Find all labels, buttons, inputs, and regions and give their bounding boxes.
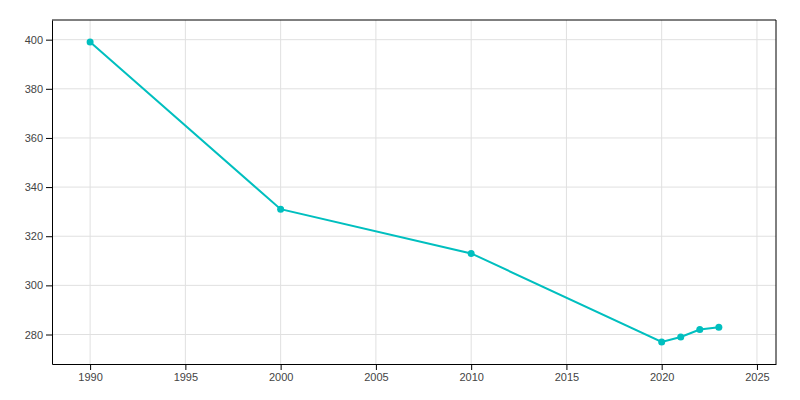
plot-area: 1990 1995 2000 2005 2010 2015 2020 2025 280 300 32… — [25, 20, 777, 383]
plot-frame-top — [52, 20, 776, 21]
x-tick-label: 2025 — [745, 371, 769, 383]
x-tick: 1995 — [174, 364, 198, 383]
y-tick-label: 280 — [25, 329, 43, 341]
data-line — [90, 42, 719, 342]
x-tick: 2000 — [269, 364, 293, 383]
x-tick-label: 2005 — [364, 371, 388, 383]
grid — [52, 20, 776, 364]
x-grid-line — [756, 20, 757, 364]
y-tick: 340 — [25, 181, 52, 193]
x-axis: 1990 1995 2000 2005 2010 2015 2020 2025 — [53, 364, 777, 383]
x-tick-label: 2020 — [650, 371, 674, 383]
y-tick: 380 — [25, 83, 52, 95]
data-point — [658, 338, 665, 345]
x-tick-mark — [757, 364, 758, 370]
y-tick-mark — [46, 138, 52, 139]
data-point — [715, 324, 722, 331]
x-grid-line — [375, 20, 376, 364]
x-tick-mark — [376, 364, 377, 370]
x-axis-line — [53, 364, 777, 365]
x-grid-line — [661, 20, 662, 364]
y-tick: 300 — [25, 279, 52, 291]
y-grid-line — [52, 285, 776, 286]
y-grid-line — [52, 88, 776, 89]
x-tick: 2020 — [650, 364, 674, 383]
x-tick-label: 2010 — [459, 371, 483, 383]
y-grid-line — [52, 39, 776, 40]
data-point — [87, 39, 94, 46]
y-grid-line — [52, 236, 776, 237]
x-tick: 1990 — [78, 364, 102, 383]
y-tick: 320 — [25, 230, 52, 242]
x-tick-mark — [566, 364, 567, 370]
x-tick-label: 1995 — [174, 371, 198, 383]
chart-svg: 1990 1995 2000 2005 2010 2015 2020 2025 280 300 32… — [0, 0, 800, 400]
x-tick-label: 2000 — [269, 371, 293, 383]
x-tick: 2015 — [555, 364, 579, 383]
x-tick-mark — [90, 364, 91, 370]
x-grid-line — [90, 20, 91, 364]
chart-container: 1990 1995 2000 2005 2010 2015 2020 2025 280 300 32… — [0, 0, 800, 400]
y-tick-label: 360 — [25, 132, 43, 144]
y-tick-mark — [46, 40, 52, 41]
y-grid-line — [52, 187, 776, 188]
y-grid-line — [52, 137, 776, 138]
x-tick: 2025 — [745, 364, 769, 383]
x-grid-line — [280, 20, 281, 364]
y-tick-mark — [46, 236, 52, 237]
x-tick-mark — [281, 364, 282, 370]
y-tick-label: 300 — [25, 279, 43, 291]
y-grid-line — [52, 334, 776, 335]
data-marks — [87, 39, 723, 346]
x-grid-line — [185, 20, 186, 364]
data-point — [696, 326, 703, 333]
x-tick-label: 2015 — [555, 371, 579, 383]
x-grid-line — [566, 20, 567, 364]
y-axis-line — [52, 21, 53, 365]
y-tick-label: 320 — [25, 230, 43, 242]
y-tick-label: 340 — [25, 181, 43, 193]
y-tick: 360 — [25, 132, 52, 144]
y-axis: 280 300 320 340 360 380 400 — [25, 21, 53, 365]
y-tick-label: 400 — [25, 34, 43, 46]
y-tick-mark — [46, 89, 52, 90]
y-tick-label: 380 — [25, 83, 43, 95]
plot-frame-right — [776, 20, 777, 364]
x-tick-mark — [185, 364, 186, 370]
y-tick-mark — [46, 285, 52, 286]
data-point — [277, 206, 284, 213]
data-point — [468, 250, 475, 257]
x-tick-mark — [471, 364, 472, 370]
y-tick-mark — [46, 187, 52, 188]
x-tick-mark — [662, 364, 663, 370]
y-tick: 280 — [25, 329, 52, 341]
data-point — [677, 333, 684, 340]
x-tick-label: 1990 — [78, 371, 102, 383]
y-tick-mark — [46, 335, 52, 336]
x-grid-line — [471, 20, 472, 364]
x-tick: 2005 — [364, 364, 388, 383]
x-tick: 2010 — [459, 364, 483, 383]
y-tick: 400 — [25, 34, 52, 46]
